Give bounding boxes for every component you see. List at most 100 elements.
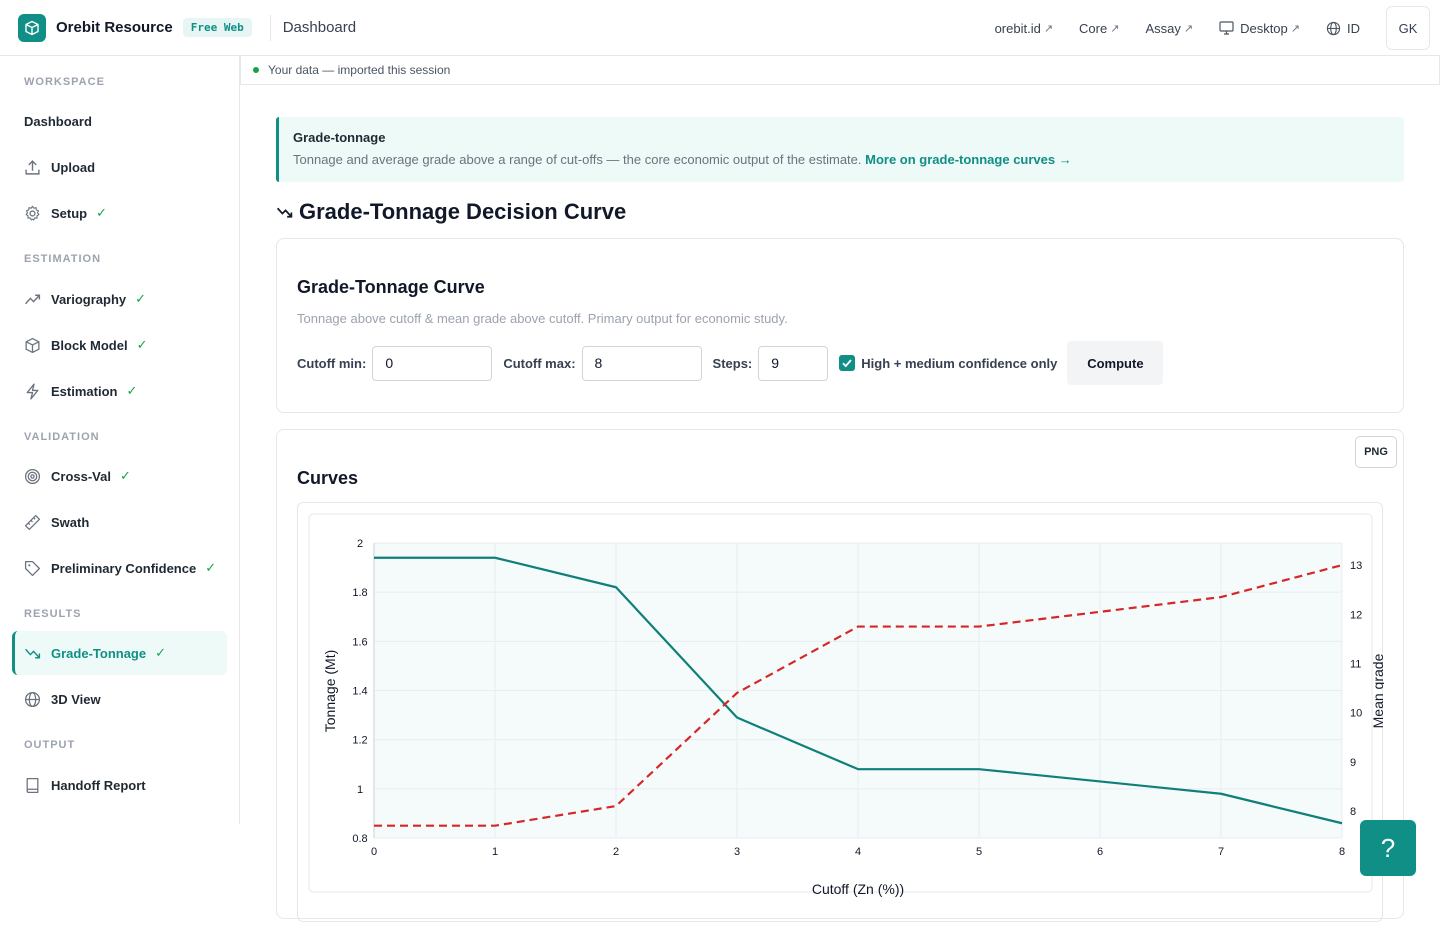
y-tick-label: 1.4 <box>352 686 367 698</box>
tonnage-series-line <box>374 556 1343 825</box>
gear-icon <box>25 205 40 220</box>
params-card: Grade-Tonnage Curve Tonnage above cutoff… <box>276 238 1404 413</box>
cube-icon <box>25 337 40 353</box>
y2-tick-label: 13 <box>1350 560 1362 572</box>
link-core[interactable]: Core ↗ <box>1079 21 1119 36</box>
sidebar-item-swath[interactable]: Swath <box>12 500 227 544</box>
link-orebit-id[interactable]: orebit.id ↗ <box>995 21 1053 36</box>
sidebar-item-variography[interactable]: Variography ✓ <box>12 277 227 321</box>
section-output: OUTPUT <box>24 739 76 751</box>
confidence-checkbox[interactable] <box>839 355 856 371</box>
y2-tick-label: 12 <box>1350 609 1362 621</box>
y-tick-label: 0.8 <box>352 833 367 845</box>
globe-icon <box>24 691 41 707</box>
x-tick-label: 1 <box>492 846 498 858</box>
sidebar-item-estimation[interactable]: Estimation ✓ <box>12 369 227 413</box>
trend-down-icon <box>276 207 293 218</box>
chart-container: 0 1 2 3 4 5 6 7 8 0.8 1 1.2 1.4 1.6 1.8 2 8 9 10 11 12 13 Cut… <box>297 502 1386 922</box>
status-dot-icon <box>253 67 259 73</box>
params-card-title: Grade-Tonnage Curve <box>297 277 485 297</box>
info-link[interactable]: More on grade-tonnage curves → <box>865 152 1072 167</box>
sidebar-item-grade-tonnage[interactable]: Grade-Tonnage ✓ <box>12 631 227 675</box>
upload-icon <box>25 159 40 175</box>
external-link-icon: ↗ <box>1043 22 1054 35</box>
sidebar-item-label: Variography <box>51 291 127 307</box>
monitor-icon <box>1219 21 1234 35</box>
language-switch[interactable]: ID <box>1326 21 1360 36</box>
link-label: Core <box>1079 20 1108 36</box>
section-title: Grade-Tonnage Decision Curve <box>299 199 627 224</box>
y-axis-label: Tonnage (Mt) <box>322 650 338 732</box>
steps-input[interactable]: 9 <box>758 345 829 381</box>
avatar[interactable]: GK <box>1386 6 1430 50</box>
sidebar-item-label: Grade-Tonnage <box>51 645 147 661</box>
external-link-icon: ↗ <box>1183 22 1194 35</box>
section-workspace: WORKSPACE <box>24 76 105 88</box>
x-axis-label: Cutoff (Zn (%)) <box>812 881 904 897</box>
link-desktop[interactable]: Desktop ↗ <box>1219 21 1300 36</box>
globe-icon <box>1326 21 1341 35</box>
link-label: Assay <box>1145 20 1181 36</box>
brand-name: Orebit Resource <box>56 19 173 36</box>
info-title: Grade-tonnage <box>293 130 386 145</box>
y-tick-label: 2 <box>357 538 363 550</box>
x-tick-label: 8 <box>1339 846 1345 858</box>
sidebar-item-block-model[interactable]: Block Model ✓ <box>12 323 227 367</box>
mean-grade-series-line <box>374 564 1343 827</box>
bolt-icon <box>26 382 39 400</box>
y-tick-label: 1 <box>357 784 363 796</box>
cutoff-max-input[interactable]: 8 <box>581 345 702 381</box>
brand[interactable]: Orebit Resource Free Web <box>18 13 252 42</box>
logo-icon <box>18 13 46 42</box>
checkmark-icon <box>842 359 852 368</box>
x-tick-label: 3 <box>734 846 740 858</box>
sidebar-item-label: Cross-Val <box>51 468 111 484</box>
curves-card-title: Curves <box>297 468 359 488</box>
sidebar-item-3d-view[interactable]: 3D View <box>12 677 227 721</box>
link-assay[interactable]: Assay ↗ <box>1145 21 1193 36</box>
language-label: ID <box>1347 20 1360 36</box>
sidebar-item-handoff-report[interactable]: Handoff Report <box>12 763 227 807</box>
sidebar-item-setup[interactable]: Setup ✓ <box>12 191 227 235</box>
check-icon: ✓ <box>135 291 147 306</box>
header-divider <box>269 14 271 41</box>
cutoff-min-label: Cutoff min: <box>297 355 367 371</box>
y2-tick-label: 8 <box>1350 806 1356 818</box>
series-lines <box>374 556 1343 827</box>
tag-icon <box>24 560 41 576</box>
y-tick-label: 1.6 <box>352 636 367 648</box>
check-icon: ✓ <box>126 383 138 398</box>
sidebar-item-label: Estimation <box>51 383 118 399</box>
check-icon: ✓ <box>136 337 148 352</box>
data-status-bar: Your data — imported this session <box>240 56 1440 85</box>
help-button[interactable]: ? <box>1360 820 1416 876</box>
confidence-checkbox-label[interactable]: High + medium confidence only <box>861 355 1058 371</box>
page-title: Dashboard <box>282 19 357 36</box>
sidebar-item-upload[interactable]: Upload <box>12 145 227 189</box>
compute-button[interactable]: Compute <box>1067 341 1164 385</box>
curves-card: PNG Curves 0 1 2 3 4 5 6 7 8 0.8 1 1.2 1.4 1.6 1.8 2 8 9 1… <box>276 429 1404 922</box>
png-export-button[interactable]: PNG <box>1355 436 1397 468</box>
sidebar: WORKSPACE Dashboard Upload Setup ✓ ESTIMA… <box>0 56 240 824</box>
x-tick-label: 0 <box>371 846 377 858</box>
target-icon <box>24 468 41 484</box>
cutoff-min-input[interactable]: 0 <box>372 345 493 381</box>
trend-icon <box>25 294 41 304</box>
trend-down-icon <box>25 648 41 658</box>
y2-axis-label: Mean grade <box>1370 653 1384 728</box>
sidebar-item-preliminary-confidence[interactable]: Preliminary Confidence ✓ <box>12 546 227 590</box>
sidebar-item-dashboard[interactable]: Dashboard <box>12 99 227 143</box>
info-text: Tonnage and average grade above a range … <box>293 152 1390 167</box>
sidebar-item-label: Setup <box>51 205 88 221</box>
external-link-icon: ↗ <box>1110 22 1120 35</box>
x-tick-label: 7 <box>1218 846 1224 858</box>
sidebar-item-label: Dashboard <box>24 113 92 129</box>
sidebar-item-label: 3D View <box>51 691 101 707</box>
steps-label: Steps: <box>712 355 753 371</box>
plan-badge: Free Web <box>182 18 252 37</box>
sidebar-item-cross-val[interactable]: Cross-Val ✓ <box>12 454 227 498</box>
y2-tick-label: 10 <box>1350 708 1362 720</box>
check-icon: ✓ <box>96 205 108 220</box>
